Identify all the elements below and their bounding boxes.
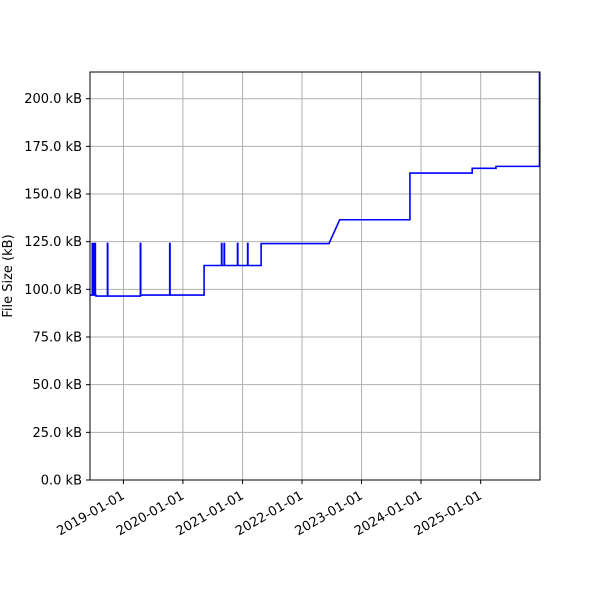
y-tick-label: 150.0 kB — [24, 188, 82, 203]
grid-lines — [90, 72, 540, 481]
y-tick-label: 175.0 kB — [24, 140, 82, 155]
y-tick-label: 125.0 kB — [24, 235, 82, 250]
y-tick-label: 0.0 kB — [41, 474, 82, 489]
x-axis: 2019-01-012020-01-012021-01-012022-01-01… — [54, 480, 485, 539]
y-axis: 0.0 kB 25.0 kB 50.0 kB 75.0 kB 100.0 kB 125.0… — [24, 92, 90, 489]
y-tick-label: 200.0 kB — [24, 92, 82, 107]
y-tick-label: 25.0 kB — [32, 426, 82, 441]
series-layer — [90, 72, 541, 297]
series-line — [90, 72, 541, 297]
y-tick-label: 100.0 kB — [24, 283, 82, 298]
x-tick-label: 2025-01-01 — [412, 488, 485, 539]
y-axis-title: File Size (kB) — [1, 234, 16, 317]
plot-frame — [89, 71, 541, 481]
y-tick-label: 50.0 kB — [32, 378, 82, 393]
plot-background — [90, 72, 540, 480]
y-tick-label: 75.0 kB — [32, 331, 82, 346]
